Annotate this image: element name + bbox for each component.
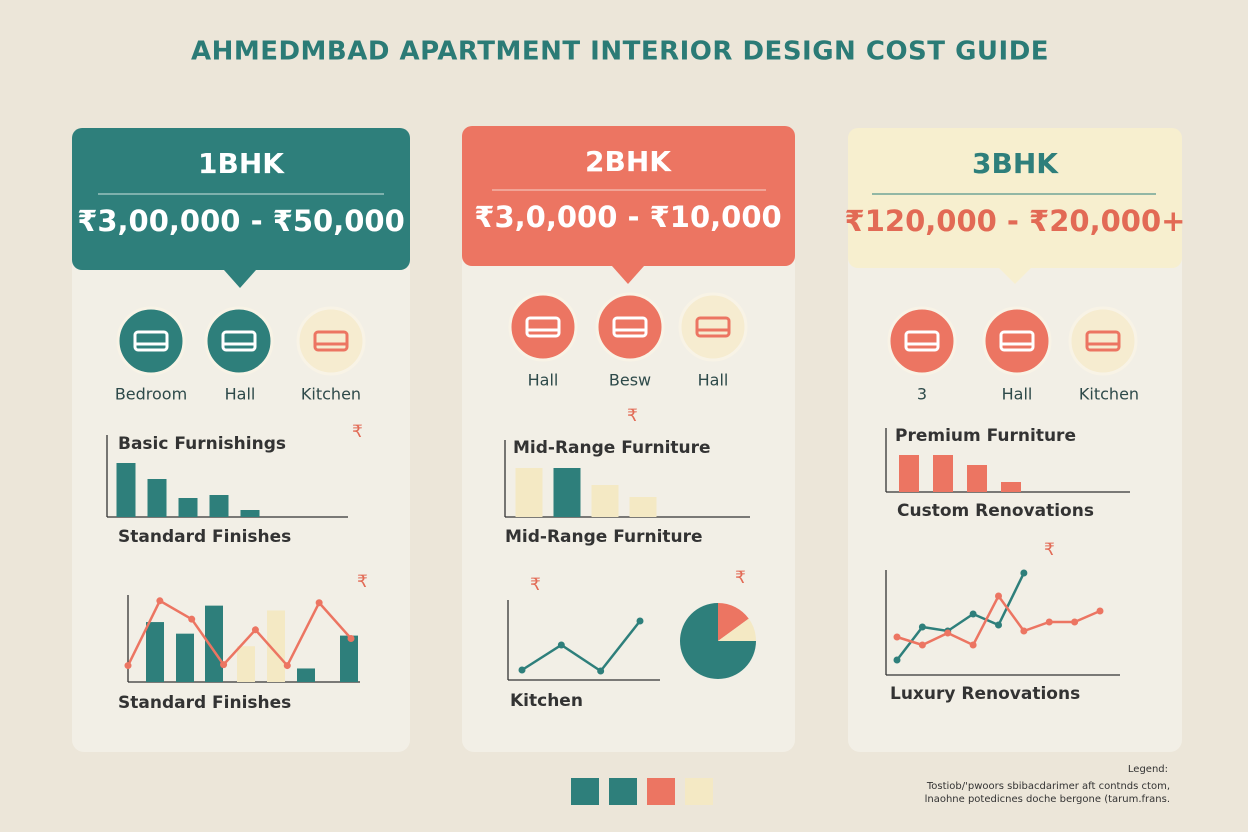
pie-slice [718, 603, 749, 641]
card-heading: 2BHK [585, 145, 672, 178]
card [72, 128, 410, 752]
pointer [224, 270, 256, 288]
room-icon [999, 330, 1035, 352]
room-label: Bedroom [115, 385, 187, 404]
card-header [72, 128, 410, 270]
bar [205, 605, 223, 682]
bar [553, 468, 581, 517]
room-icon-bg [1068, 306, 1138, 376]
room-icon-bg [595, 292, 665, 362]
room-label: Besw [609, 371, 651, 390]
bar [933, 455, 953, 492]
room-icon-bg [508, 292, 578, 362]
bar [899, 455, 919, 492]
legend-swatch [647, 778, 675, 805]
room-icon [904, 330, 940, 352]
chart-caption: Standard Finishes [118, 693, 291, 713]
room-icon-bg [204, 306, 274, 376]
currency-symbol: ₹ [1044, 540, 1055, 560]
currency-symbol: ₹ [627, 406, 638, 426]
currency-symbol: ₹ [357, 572, 368, 592]
bar [146, 622, 164, 682]
bar [1001, 482, 1021, 492]
room-label: Kitchen [301, 385, 361, 404]
card-heading: 3BHK [972, 147, 1059, 180]
line [896, 593, 1101, 647]
card-header [848, 128, 1182, 268]
chart-label: Basic Furnishings [118, 434, 286, 454]
bar [176, 633, 194, 682]
bar [116, 463, 136, 517]
card-heading: 1BHK [198, 147, 285, 180]
legend-swatch [685, 778, 713, 805]
currency-symbol: ₹ [352, 422, 363, 442]
bar [267, 610, 285, 682]
bar [515, 468, 543, 517]
chart-caption: Luxury Renovations [890, 684, 1080, 704]
pointer [999, 268, 1031, 284]
page-title: AHMEDMBAD APARTMENT INTERIOR DESIGN COST… [191, 37, 1049, 67]
price-range: ₹3,0,000 - ₹10,000 [474, 200, 781, 234]
legend-title: Legend: [1128, 764, 1168, 775]
currency-symbol: ₹ [735, 568, 746, 588]
room-icon [221, 330, 257, 352]
line [896, 572, 1026, 661]
bar [629, 497, 657, 517]
price-range: ₹3,00,000 - ₹50,000 [77, 204, 405, 238]
room-icon [695, 316, 731, 338]
currency-symbol: ₹ [530, 575, 541, 595]
chart-caption: Standard Finishes [118, 527, 291, 547]
room-icon-bg [887, 306, 957, 376]
charts [106, 292, 1138, 805]
room-icon [313, 330, 349, 352]
legend-text: Tostiob/'pwoors sbibacdarimer aft contnd… [926, 781, 1170, 792]
bar [591, 485, 619, 517]
price-range: ₹120,000 - ₹20,000+ [845, 204, 1186, 238]
chart-caption: Kitchen [510, 691, 583, 711]
room-icon-bg [116, 306, 186, 376]
line [521, 620, 641, 673]
legend-swatch [571, 778, 599, 805]
room-label: Hall [698, 371, 729, 390]
card [462, 126, 795, 752]
bar [297, 668, 315, 682]
room-label: Hall [225, 385, 256, 404]
pointer [612, 266, 644, 284]
room-icon [525, 316, 561, 338]
chart-caption: Custom Renovations [897, 501, 1094, 521]
room-icon-bg [296, 306, 366, 376]
line [126, 599, 352, 668]
card [848, 128, 1182, 752]
room-icon [1085, 330, 1121, 352]
room-icon-bg [982, 306, 1052, 376]
room-label: Hall [1002, 385, 1033, 404]
chart-label: Mid-Range Furniture [513, 438, 711, 458]
legend-text: lnaohne potedicnes doche bergone (tarum.… [925, 794, 1170, 805]
room-label: Kitchen [1079, 385, 1139, 404]
bar [340, 635, 358, 682]
room-label: 3 [917, 385, 927, 404]
bar [178, 498, 198, 517]
bar [237, 646, 255, 682]
room-label: Hall [528, 371, 559, 390]
card-header [462, 126, 795, 266]
legend-swatch [609, 778, 637, 805]
room-icon [133, 330, 169, 352]
pie-slice [718, 618, 756, 641]
bar [147, 479, 167, 517]
bar [240, 510, 260, 517]
bar [209, 495, 229, 517]
room-icon-bg [678, 292, 748, 362]
room-icon [612, 316, 648, 338]
bar [967, 465, 987, 492]
chart-label: Premium Furniture [895, 426, 1076, 446]
chart-caption: Mid-Range Furniture [505, 527, 703, 547]
